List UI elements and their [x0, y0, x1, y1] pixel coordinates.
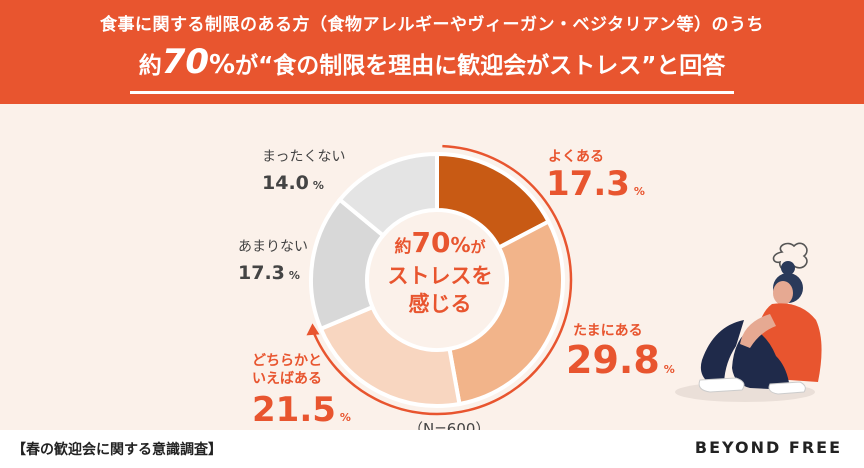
header-underline — [130, 91, 734, 94]
header-title-prefix: 約 — [138, 53, 162, 79]
left-shoe — [698, 377, 745, 393]
slice-mattaku-nai — [337, 151, 439, 239]
stress-scribble-icon — [772, 242, 808, 272]
slice-dochiraka-to-ieba-aru — [318, 304, 462, 408]
label-dochiraka-to-ieba-aru: どちらかと いえばある — [252, 353, 322, 387]
value-tama-ni-aru-unit: % — [663, 363, 675, 376]
highlight-bracket-arrowhead — [306, 323, 320, 336]
right-shoe — [768, 381, 806, 395]
header-title-number: 70 — [161, 42, 210, 82]
value-yoku-aru-number: 17.3 — [546, 164, 630, 204]
knee-leg — [700, 320, 744, 386]
header-banner: 食事に関する制限のある方（食物アレルギーやヴィーガン・ベジタリアン等）のうち 約… — [0, 0, 864, 104]
arm — [740, 314, 776, 348]
value-yoku-aru: 17.3% — [546, 164, 645, 204]
donut-center-text: 約70%が ストレスを 感じる — [378, 228, 502, 318]
header-title-percent: % — [209, 50, 236, 80]
face — [773, 281, 793, 305]
center-line3: 感じる — [408, 292, 472, 316]
center-suffix: が — [470, 238, 486, 256]
donut-slices — [309, 151, 565, 408]
header-title-rest: が“食の制限を理由に歓迎会がストレス”と回答 — [235, 53, 726, 79]
brand-logo: BEYOND FREE — [694, 438, 842, 457]
header-title: 約70%が“食の制限を理由に歓迎会がストレス”と回答 — [0, 42, 864, 82]
header-subtitle: 食事に関する制限のある方（食物アレルギーやヴィーガン・ベジタリアン等）のうち — [100, 15, 764, 35]
center-line2: ストレスを — [387, 264, 493, 288]
label-tama-ni-aru: たまにある — [573, 323, 643, 339]
highlight-bracket-arc — [311, 144, 573, 416]
value-yoku-aru-unit: % — [633, 185, 645, 198]
center-line1: 約70%が — [378, 228, 502, 262]
stressed-person-illustration — [675, 242, 822, 402]
label-mattaku-nai: まったくない — [262, 149, 346, 165]
label-yoku-aru: よくある — [548, 149, 604, 165]
hair-bun — [781, 261, 795, 275]
value-mattaku-nai-number: 14.0 — [262, 172, 309, 194]
value-amari-nai-unit: % — [288, 269, 300, 282]
footer: 【春の歓迎会に関する意識調査】 BEYOND FREE — [0, 430, 864, 468]
value-dochiraka-unit: % — [339, 411, 351, 424]
center-percent: % — [450, 233, 471, 257]
slice-tama-ni-aru — [447, 218, 565, 407]
survey-title: 【春の歓迎会に関する意識調査】 — [12, 442, 222, 458]
center-prefix: 約 — [394, 237, 412, 257]
value-amari-nai-number: 17.3 — [238, 262, 285, 284]
label-amari-nai: あまりない — [238, 239, 308, 255]
center-number: 70 — [411, 226, 451, 259]
value-dochiraka-to-ieba-aru: 21.5% — [252, 390, 351, 430]
value-tama-ni-aru-number: 29.8 — [566, 338, 660, 382]
value-mattaku-nai: 14.0% — [262, 172, 324, 194]
value-tama-ni-aru: 29.8% — [566, 338, 675, 382]
value-dochiraka-number: 21.5 — [252, 390, 336, 430]
value-mattaku-nai-unit: % — [312, 179, 324, 192]
value-amari-nai: 17.3% — [238, 262, 300, 284]
